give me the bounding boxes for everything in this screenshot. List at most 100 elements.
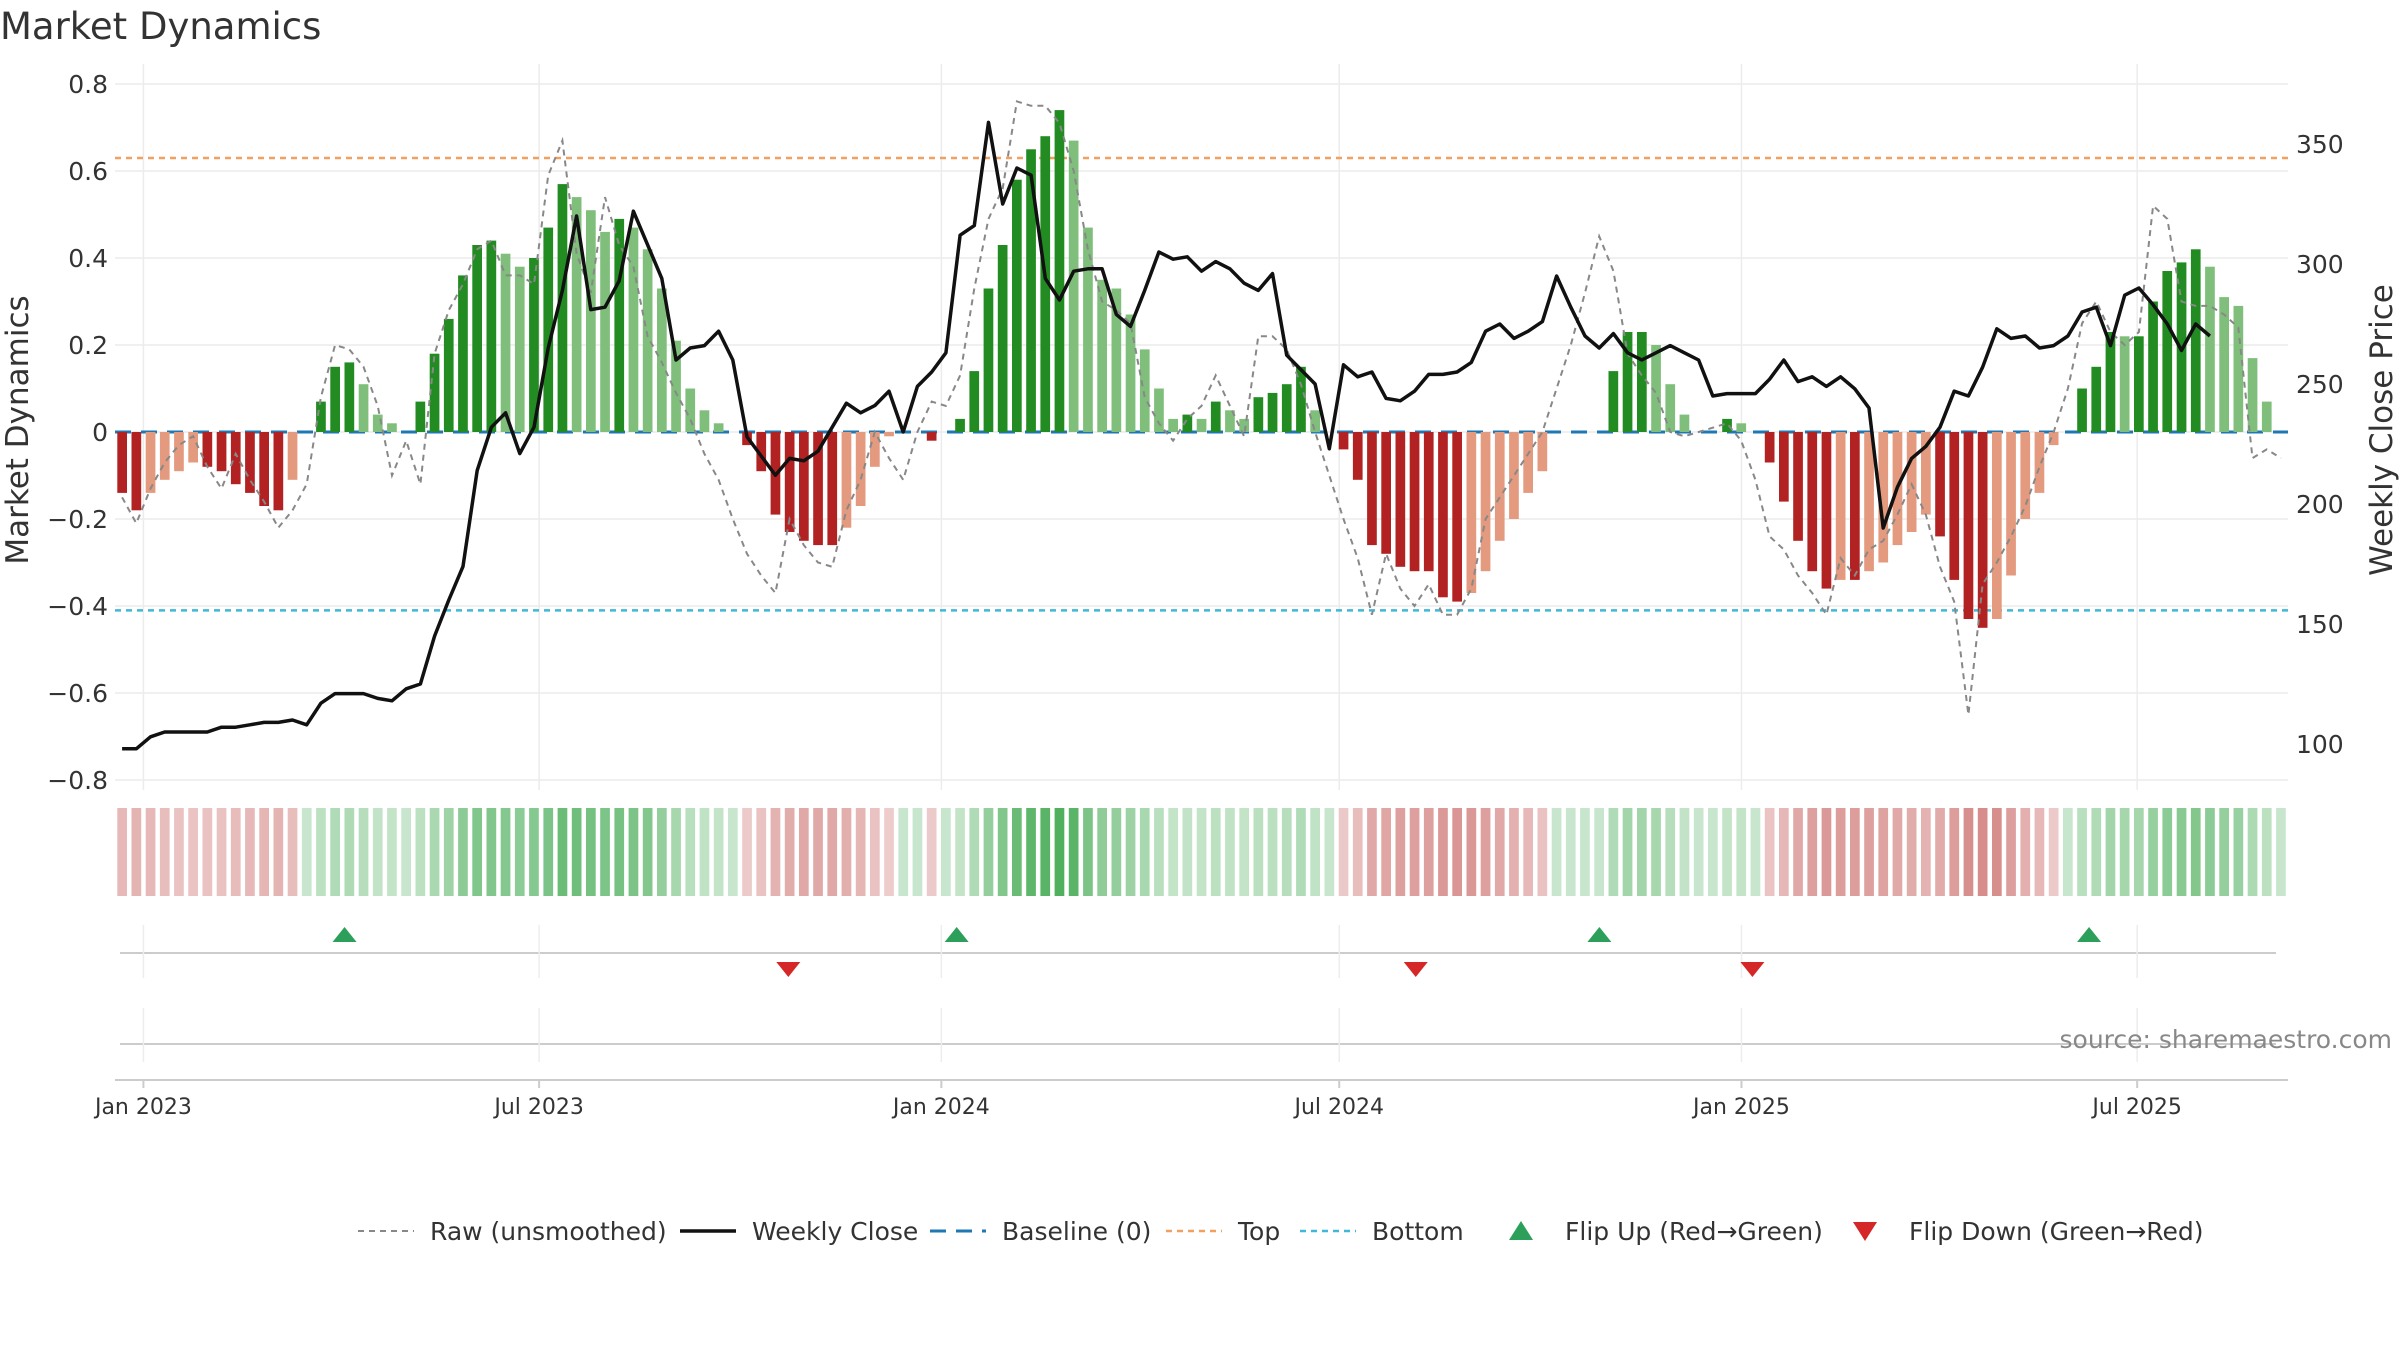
- heat-cell: [2233, 808, 2244, 896]
- raw-line: [121, 100, 2282, 715]
- x-tick-label: Jan 2023: [93, 1095, 192, 1120]
- heat-cell: [1068, 808, 1079, 896]
- dynamics-bar: [600, 231, 610, 432]
- heat-cell: [1012, 808, 1022, 896]
- dynamics-bar: [586, 210, 596, 432]
- regime-heat-strip: [117, 808, 2286, 896]
- dynamics-bar: [1850, 432, 1860, 580]
- heat-cell: [1750, 808, 1761, 896]
- dynamics-bar: [1083, 227, 1093, 432]
- flip-up-marker: [944, 927, 969, 942]
- heat-cell: [2077, 808, 2087, 896]
- heat-cell: [2063, 808, 2073, 896]
- heat-cell: [1821, 808, 1832, 896]
- heat-cell: [330, 808, 340, 896]
- heat-cell: [1807, 808, 1818, 896]
- dynamics-bar: [884, 432, 894, 437]
- heat-cell: [415, 808, 426, 896]
- heat-cell: [2261, 808, 2272, 896]
- heat-cell: [259, 808, 269, 896]
- heat-cell: [997, 808, 1008, 896]
- heat-cell: [1310, 808, 1320, 896]
- heat-cell: [1708, 808, 1718, 896]
- dynamics-bar: [713, 423, 724, 432]
- weekly-close-series: [122, 120, 2212, 751]
- heat-cell: [174, 808, 184, 896]
- legend-label: Bottom: [1372, 1217, 1464, 1246]
- heat-cell: [685, 808, 696, 896]
- y-tick-label: −0.8: [47, 766, 108, 795]
- dynamics-bar: [1196, 418, 1207, 432]
- dynamics-bar: [472, 245, 482, 432]
- heat-cell: [1054, 808, 1065, 896]
- heat-cell: [2048, 808, 2059, 896]
- heat-cell: [1864, 808, 1874, 896]
- dynamics-bar: [1523, 432, 1533, 493]
- dynamics-bar: [1807, 432, 1818, 572]
- flip-up-marker: [332, 927, 357, 942]
- y2-tick-label: 300: [2296, 250, 2344, 279]
- dynamics-bar: [870, 432, 880, 467]
- dynamics-bar: [1992, 432, 2002, 619]
- heat-cell: [1594, 808, 1604, 896]
- dynamics-bar: [415, 401, 426, 432]
- heat-cell: [273, 808, 284, 896]
- dynamics-bar: [131, 432, 142, 511]
- heat-cell: [2091, 808, 2102, 896]
- heat-cell: [1196, 808, 1207, 896]
- dynamics-bar: [784, 432, 795, 532]
- heat-cell: [1622, 808, 1633, 896]
- heat-cell: [2034, 808, 2045, 896]
- dynamics-bar: [1963, 432, 1974, 619]
- flip-up-marker: [2077, 927, 2102, 942]
- heat-cell: [1409, 808, 1420, 896]
- dynamics-bar: [174, 432, 184, 472]
- heat-cell: [1679, 808, 1690, 896]
- dynamics-bar: [1509, 432, 1519, 519]
- dynamics-bar: [571, 197, 582, 432]
- heat-cell: [1494, 808, 1505, 896]
- dynamics-bar: [799, 432, 809, 541]
- legend-label: Top: [1237, 1217, 1280, 1246]
- heat-cell: [216, 808, 227, 896]
- heat-cell: [855, 808, 866, 896]
- weekly-close-line: [122, 120, 2212, 751]
- dynamics-bar: [2261, 401, 2272, 432]
- dynamics-bar: [1921, 432, 1931, 515]
- heat-cell: [230, 808, 241, 896]
- heat-cell: [1963, 808, 1974, 896]
- x-tick-label: Jan 2025: [1691, 1095, 1790, 1120]
- dynamics-bar: [997, 245, 1008, 432]
- heat-cell: [1267, 808, 1278, 896]
- dynamics-bar: [117, 432, 127, 493]
- chart-title: Market Dynamics: [0, 5, 321, 48]
- dynamics-bar: [273, 432, 284, 511]
- heat-cell: [2219, 808, 2229, 896]
- dynamics-bar: [486, 240, 497, 432]
- dynamics-bar: [1139, 349, 1150, 432]
- heat-cell: [145, 808, 156, 896]
- dynamics-bar: [2219, 297, 2229, 432]
- heat-cell: [898, 808, 909, 896]
- dynamics-bar: [955, 418, 965, 432]
- dynamics-bar: [1267, 392, 1278, 432]
- dynamics-bar: [1338, 432, 1349, 450]
- flip-up-marker: [1587, 927, 1612, 942]
- y2-tick-label: 250: [2296, 370, 2344, 399]
- dynamics-bar: [1494, 432, 1505, 541]
- heat-cell: [1509, 808, 1519, 896]
- legend-label: Weekly Close: [752, 1217, 918, 1246]
- dynamics-bar: [529, 258, 539, 432]
- dynamics-bar: [1480, 432, 1491, 572]
- dynamics-bar: [813, 432, 823, 546]
- dynamics-bar: [756, 432, 767, 472]
- heat-cell: [2148, 808, 2158, 896]
- dynamics-bar: [2233, 305, 2244, 432]
- heat-cell: [1551, 808, 1562, 896]
- heat-cell: [1580, 808, 1590, 896]
- heat-cell: [2020, 808, 2031, 896]
- heat-cell: [841, 808, 852, 896]
- dynamics-bar: [983, 288, 994, 432]
- left-axis-ticks: 0.8 0.6 0.4 0.2 0 −0.2 −0.4 −0.6 −0.8: [47, 70, 108, 795]
- dynamics-bar: [1352, 432, 1363, 480]
